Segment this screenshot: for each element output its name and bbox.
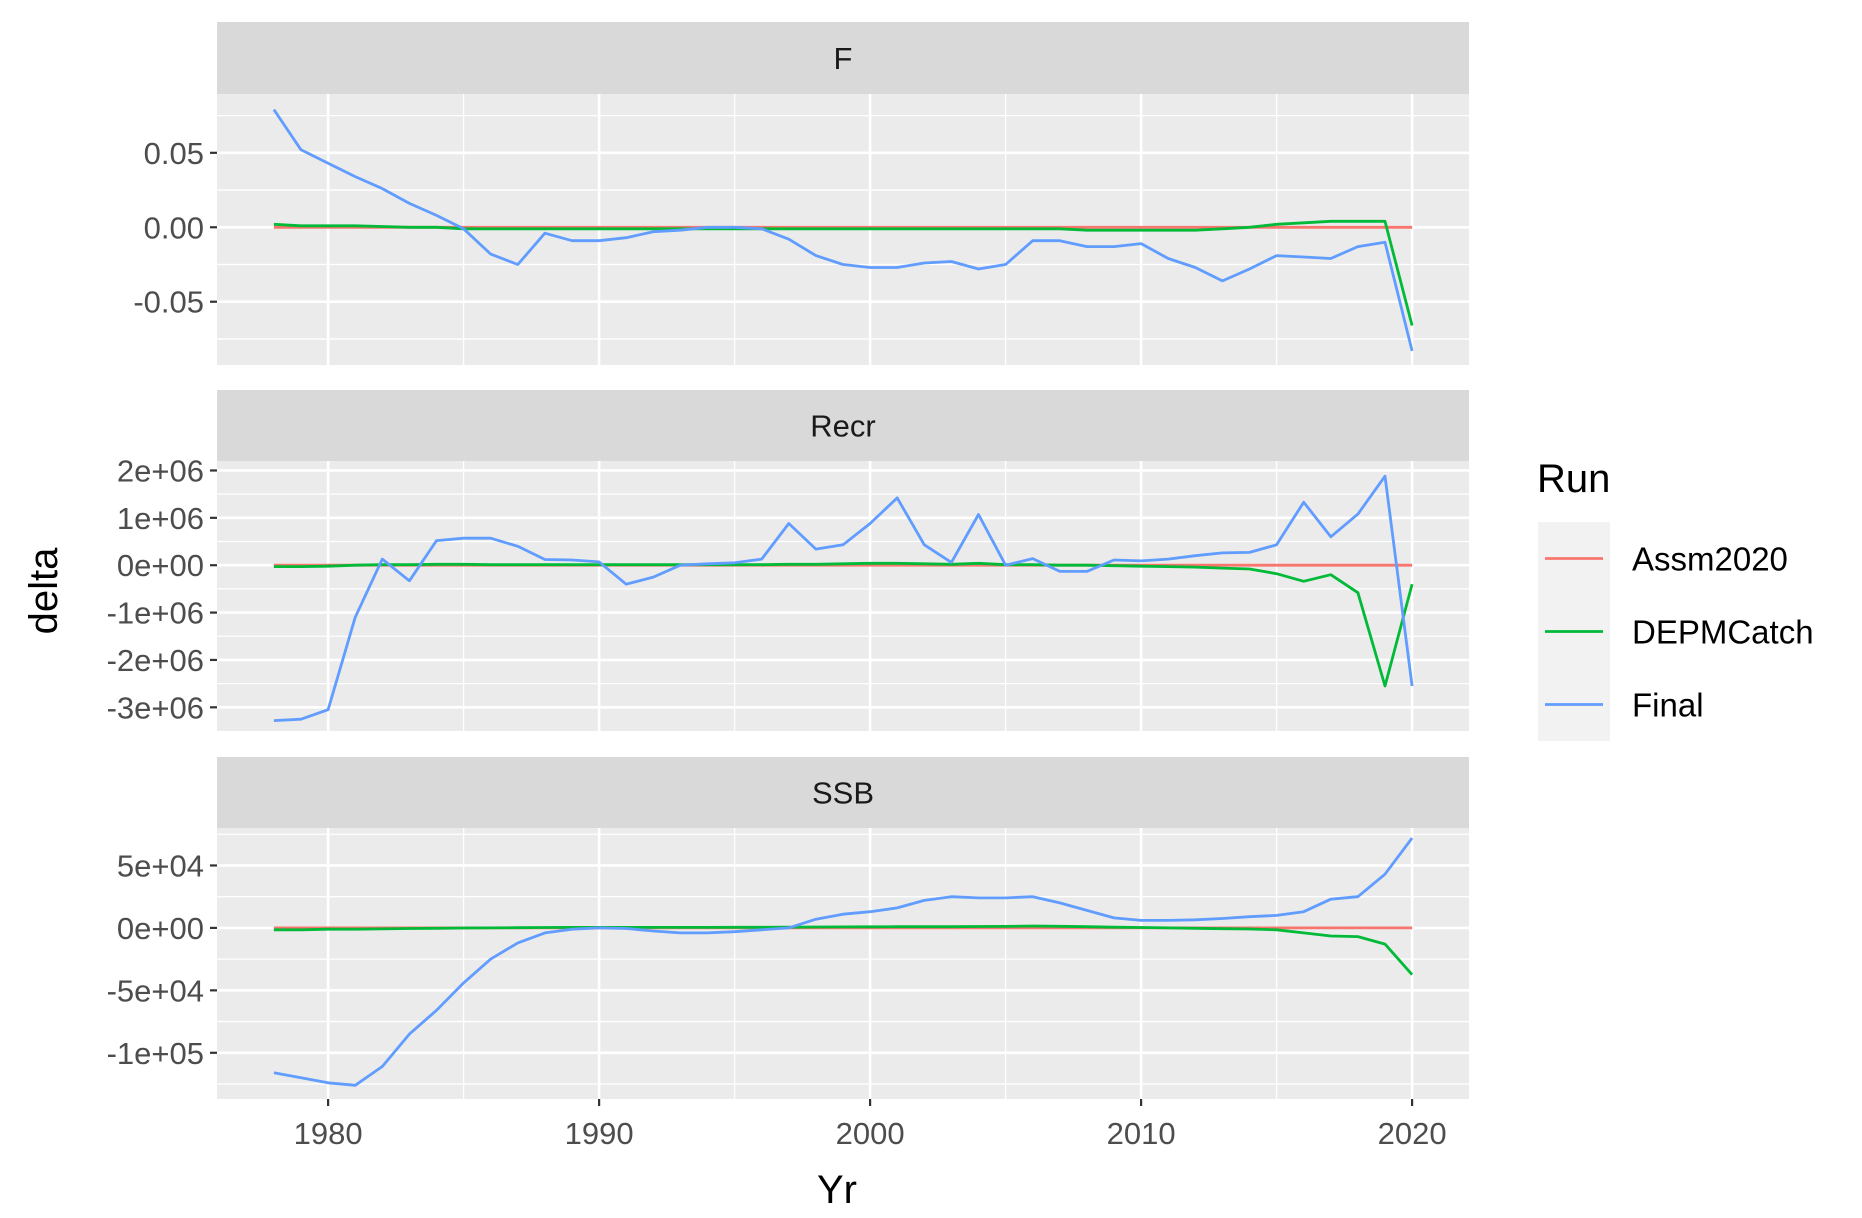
y-axis-title: delta — [22, 547, 66, 634]
legend-item-label: Final — [1632, 687, 1704, 724]
x-tick-label: 2010 — [1107, 1116, 1176, 1151]
legend-keys: Assm2020 DEPMCatch Final — [1538, 522, 1814, 741]
series-line-depmcatch — [273, 561, 1414, 688]
panel-ssb: SSB -1e+05 -5e+04 0e+00 5e+04 — [107, 757, 1469, 1099]
y-tick-label: -2e+06 — [107, 643, 204, 678]
strip-background — [217, 390, 1469, 461]
panel-background — [217, 461, 1469, 731]
y-tick-label: -0.05 — [133, 285, 204, 320]
y-tick-label: -1e+05 — [107, 1036, 204, 1071]
x-axis: 1980 1990 2000 2010 2020 — [294, 1099, 1447, 1151]
series-line-final — [272, 108, 1414, 352]
legend-item-label: Assm2020 — [1632, 541, 1788, 578]
strip-background — [217, 22, 1469, 94]
y-tick-label: -1e+06 — [107, 596, 204, 631]
y-tick-label: 0.00 — [144, 210, 204, 245]
y-tick-label: 1e+06 — [117, 501, 204, 536]
panel-f: F -0.05 0.00 0.05 — [133, 22, 1469, 365]
y-tick-label: 0e+00 — [117, 911, 204, 946]
strip-label: SSB — [812, 776, 874, 811]
strip-label: F — [834, 41, 853, 76]
x-tick-label: 1980 — [294, 1116, 363, 1151]
x-tick-label: 2020 — [1378, 1116, 1447, 1151]
legend-item-final: Final — [1538, 668, 1704, 741]
legend: Run Assm2020 DEPMCatch Final — [1537, 457, 1814, 741]
y-tick-label: 0e+00 — [117, 548, 204, 583]
legend-item-assm2020: Assm2020 — [1538, 522, 1788, 595]
x-tick-label: 2000 — [836, 1116, 905, 1151]
y-tick-label: -3e+06 — [107, 690, 204, 725]
panel-background — [217, 828, 1469, 1099]
series-line-depmcatch — [273, 924, 1414, 976]
strip-background — [217, 757, 1469, 828]
y-tick-label: -5e+04 — [107, 973, 204, 1008]
strip-label: Recr — [810, 409, 875, 444]
x-tick-label: 1990 — [565, 1116, 634, 1151]
y-tick-label: 2e+06 — [117, 453, 204, 488]
y-tick-label: 0.05 — [144, 136, 204, 171]
panel-recr: Recr -3e+06 -2e+06 -1e+06 0e+00 1e+06 2e+06 — [107, 390, 1469, 731]
series-line-final — [273, 837, 1414, 1087]
legend-title: Run — [1537, 457, 1610, 501]
legend-item-depmcatch: DEPMCatch — [1538, 595, 1814, 668]
legend-item-label: DEPMCatch — [1632, 614, 1814, 651]
y-tick-label: 5e+04 — [117, 848, 204, 883]
panels: F -0.05 0.00 0.05 Recr -3e+06 -2e+06 -1e+06 0e+0… — [107, 22, 1469, 1099]
series-line-final — [273, 474, 1414, 722]
x-axis-title: Yr — [817, 1168, 857, 1212]
